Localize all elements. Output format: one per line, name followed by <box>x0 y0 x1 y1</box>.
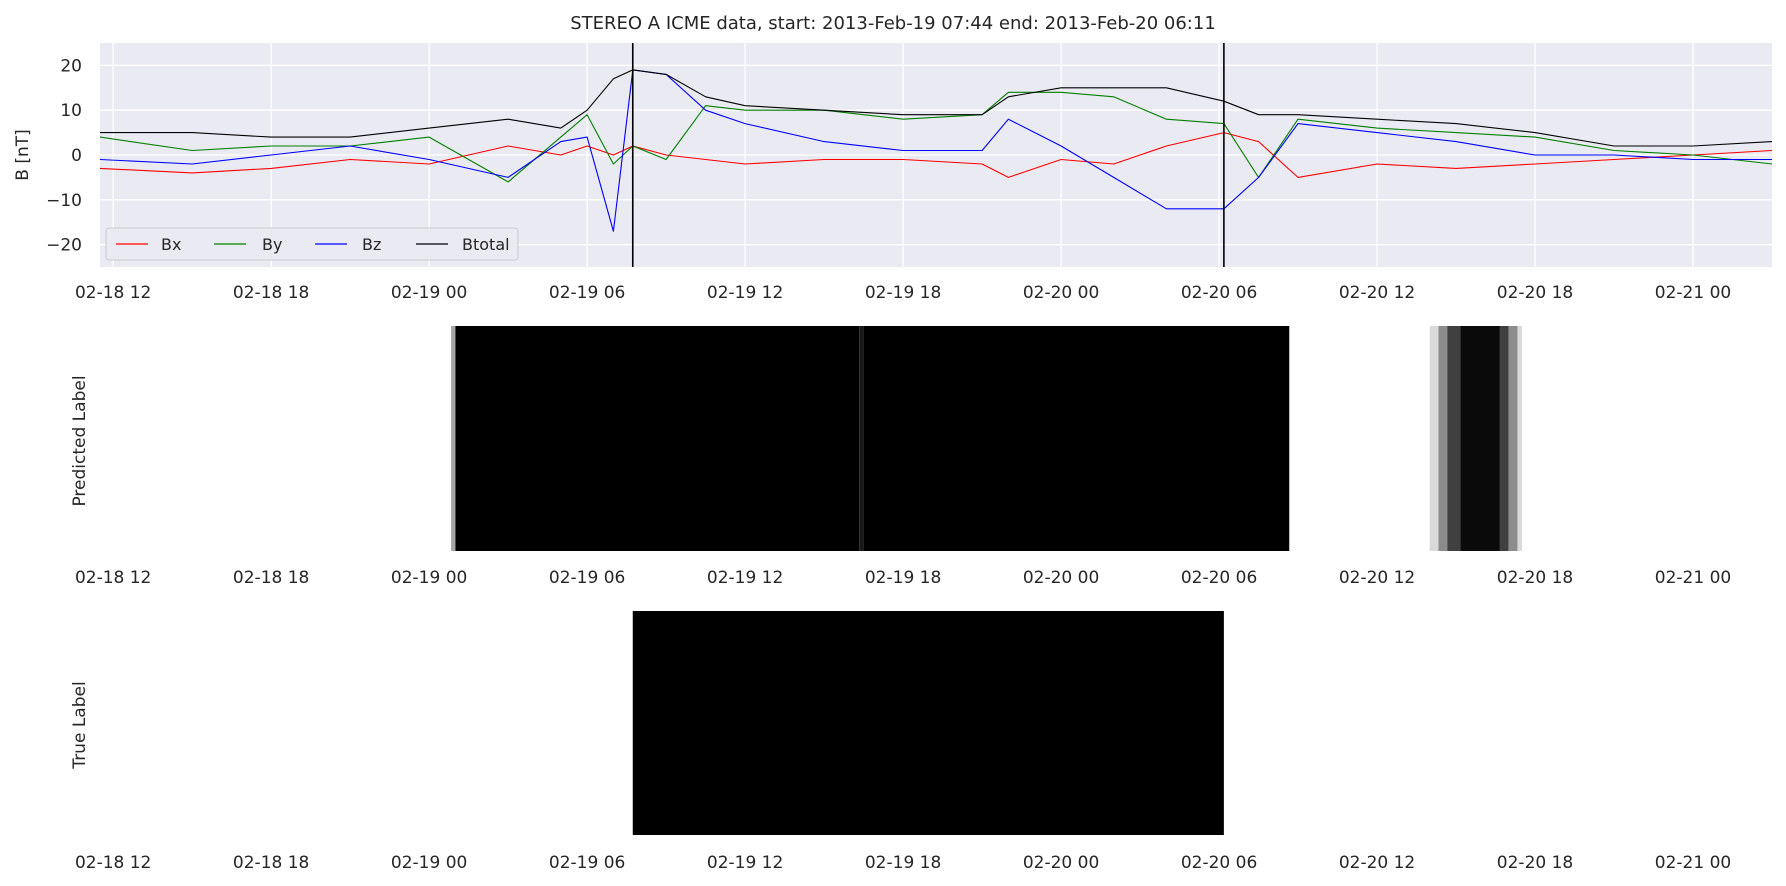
x-tick-label: 02-19 18 <box>865 283 941 303</box>
x-tick-label: 02-20 06 <box>1181 568 1257 588</box>
label-segment <box>1517 326 1522 551</box>
x-tick-label: 02-19 06 <box>549 283 625 303</box>
label-segment <box>1438 326 1448 551</box>
x-tick-label: 02-21 00 <box>1655 568 1731 588</box>
label-segment <box>859 326 864 551</box>
x-tick-label: 02-21 00 <box>1655 853 1731 873</box>
x-tick-label: 02-20 18 <box>1497 853 1573 873</box>
x-tick-label: 02-19 06 <box>549 853 625 873</box>
x-tick-label: 02-20 12 <box>1339 283 1415 303</box>
figure-title: STEREO A ICME data, start: 2013-Feb-19 0… <box>570 13 1216 34</box>
legend-frame <box>105 227 519 261</box>
magnetic-field-y-ticks: 20 10 0 −10 −20 <box>46 56 82 255</box>
label-segment <box>1508 326 1518 551</box>
label-segment <box>863 326 1290 551</box>
x-tick-label: 02-19 00 <box>391 853 467 873</box>
x-tick-label: 02-20 12 <box>1339 568 1415 588</box>
true-label-x-ticks: 02-18 12 02-18 18 02-19 00 02-19 06 02-19 12… <box>75 853 1731 873</box>
series-btotal-line <box>100 69 1773 147</box>
x-tick-label: 02-19 12 <box>707 283 783 303</box>
series-bx-line <box>99 132 1773 178</box>
x-tick-label: 02-20 12 <box>1339 853 1415 873</box>
x-tick-label: 02-19 00 <box>391 568 467 588</box>
x-tick-label: 02-20 06 <box>1181 853 1257 873</box>
predicted-label-strip <box>451 326 1522 551</box>
legend-by-label: By <box>262 235 282 254</box>
magnetic-field-legend: Bx By Bz Btotal <box>105 227 519 261</box>
magnetic-field-y-axis-label: B [nT] <box>13 129 33 181</box>
x-tick-label: 02-19 18 <box>865 568 941 588</box>
predicted-label-x-ticks: 02-18 12 02-18 18 02-19 00 02-19 06 02-19 12… <box>75 568 1731 588</box>
magnetic-field-x-ticks: 02-18 12 02-18 18 02-19 00 02-19 06 02-19 12… <box>75 283 1731 303</box>
x-tick-label: 02-20 18 <box>1497 568 1573 588</box>
true-label-panel: 02-18 12 02-18 18 02-19 00 02-19 06 02-19 12… <box>70 611 1731 873</box>
x-tick-label: 02-18 12 <box>75 568 151 588</box>
x-tick-label: 02-19 00 <box>391 283 467 303</box>
label-segment <box>1429 326 1439 551</box>
label-segment <box>1447 326 1461 551</box>
x-tick-label: 02-20 18 <box>1497 283 1573 303</box>
x-tick-label: 02-19 12 <box>707 853 783 873</box>
x-tick-label: 02-20 00 <box>1023 283 1099 303</box>
true-label-strip <box>632 611 1224 835</box>
x-tick-label: 02-18 12 <box>75 283 151 303</box>
legend-bx-label: Bx <box>161 235 181 254</box>
x-tick-label: 02-20 00 <box>1023 568 1099 588</box>
y-tick-label: 0 <box>71 146 82 166</box>
icme-boundary-lines <box>631 43 1225 267</box>
magnetic-field-series <box>99 69 1773 232</box>
true-label-y-axis-label: True Label <box>70 681 90 769</box>
x-tick-label: 02-18 18 <box>233 568 309 588</box>
series-by-line <box>99 91 1773 183</box>
label-segment <box>451 326 456 551</box>
series-bz-line <box>99 69 1772 232</box>
x-tick-label: 02-18 12 <box>75 853 151 873</box>
x-tick-label: 02-20 00 <box>1023 853 1099 873</box>
x-tick-label: 02-19 12 <box>707 568 783 588</box>
label-segment <box>455 326 860 551</box>
predicted-label-y-axis-label: Predicted Label <box>70 375 90 506</box>
label-segment <box>1460 326 1500 551</box>
label-segment <box>1499 326 1509 551</box>
x-tick-label: 02-18 18 <box>233 283 309 303</box>
y-tick-label: −10 <box>46 191 82 211</box>
predicted-label-panel: 02-18 12 02-18 18 02-19 00 02-19 06 02-19 12… <box>70 326 1731 588</box>
x-tick-label: 02-19 06 <box>549 568 625 588</box>
legend-btotal-label: Btotal <box>462 235 510 254</box>
label-segment <box>632 611 1224 835</box>
x-tick-label: 02-21 00 <box>1655 283 1731 303</box>
x-tick-label: 02-18 18 <box>233 853 309 873</box>
x-tick-label: 02-19 18 <box>865 853 941 873</box>
x-tick-label: 02-20 06 <box>1181 283 1257 303</box>
y-tick-label: −20 <box>46 236 82 256</box>
y-tick-label: 20 <box>60 56 82 76</box>
legend-bz-label: Bz <box>362 235 381 254</box>
y-tick-label: 10 <box>60 101 82 121</box>
